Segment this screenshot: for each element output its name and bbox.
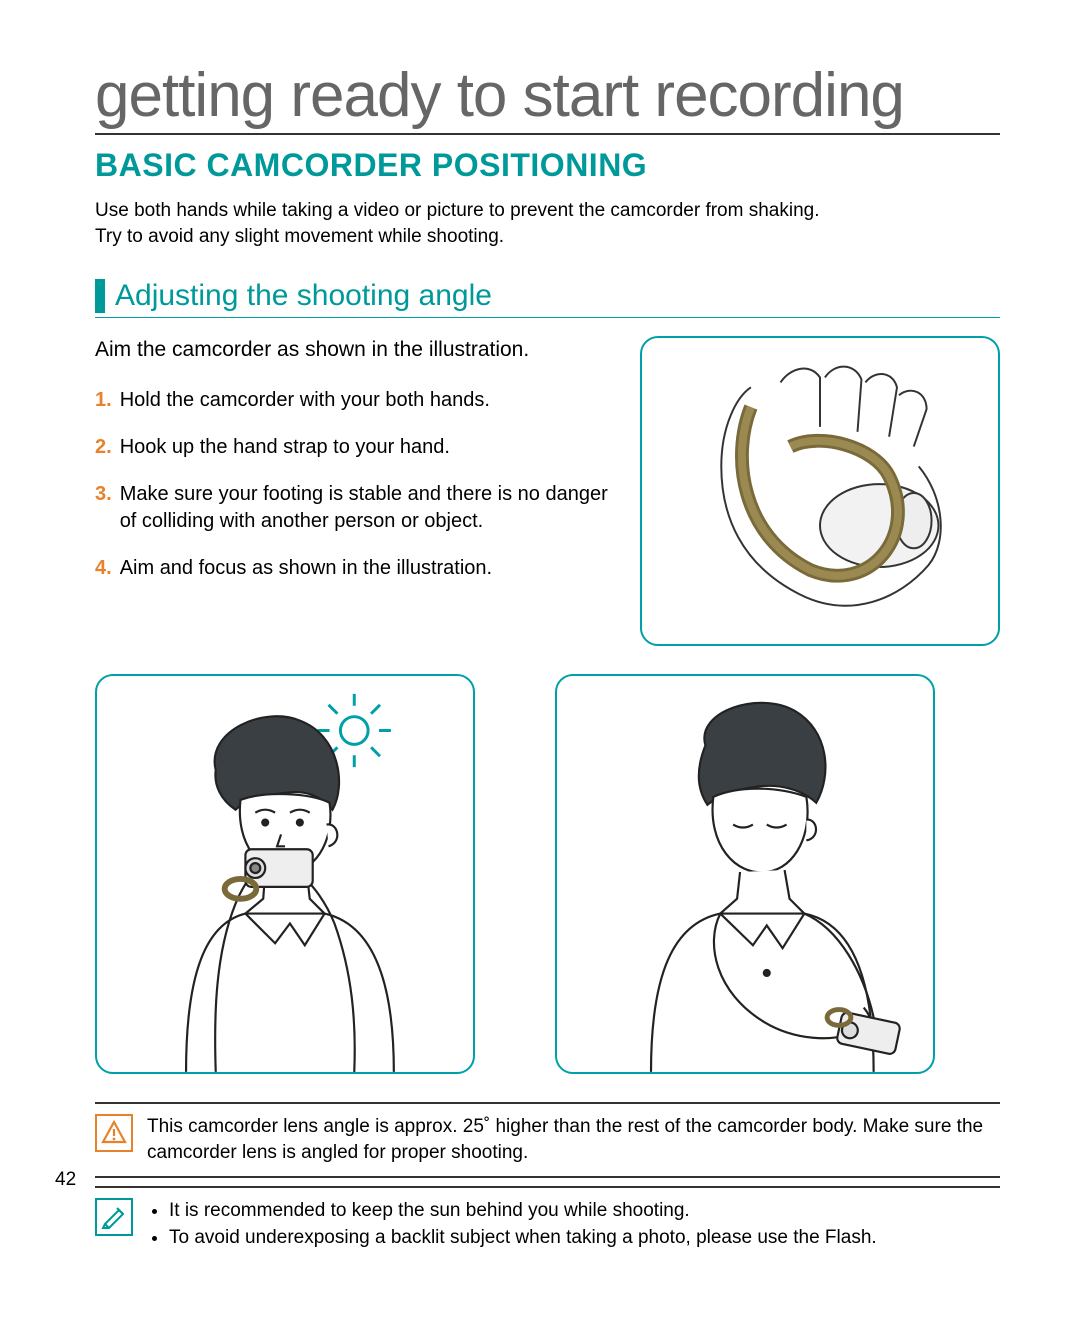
step-number: 1. [95,387,112,414]
step-number: 4. [95,555,112,582]
step-item: 1. Hold the camcorder with your both hand… [95,387,612,414]
aim-text: Aim the camcorder as shown in the illust… [95,336,612,364]
step-text: Hold the camcorder with your both hands. [120,387,490,414]
step-item: 3.Make sure your footing is stable and t… [95,481,612,535]
intro-line-1: Use both hands while taking a video or p… [95,200,820,221]
step-item: 4. Aim and focus as shown in the illustra… [95,555,612,582]
tip-text: It is recommended to keep the sun behind… [147,1198,1000,1253]
warning-text: This camcorder lens angle is approx. 25˚… [147,1114,1000,1165]
intro-text: Use both hands while taking a video or p… [95,198,1000,249]
hand-strap-illustration-svg [642,338,998,644]
tip-icon [95,1198,133,1236]
tip-item: To avoid underexposing a backlit subject… [169,1225,1000,1251]
page-number: 42 [55,1169,76,1191]
illustration-hand-strap [640,336,1000,646]
sub-heading: Adjusting the shooting angle [115,279,492,317]
step-text: Aim and focus as shown in the illustrati… [120,555,492,582]
section-heading: BASIC CAMCORDER POSITIONING [95,147,1000,184]
illustration-low-angle [555,674,935,1074]
warning-icon [95,1114,133,1152]
sub-heading-wrap: Adjusting the shooting angle [95,279,1000,318]
step-text: Hook up the hand strap to your hand. [120,434,450,461]
intro-line-2: Try to avoid any slight movement while s… [95,226,504,247]
step-number: 2. [95,434,112,461]
step-text: Make sure your footing is stable and the… [120,481,612,535]
sub-heading-marker [95,279,105,313]
warning-note: This camcorder lens angle is approx. 25˚… [95,1102,1000,1177]
chapter-title: getting ready to start recording [95,60,1000,135]
step-number: 3. [95,481,112,535]
steps-list: 1. Hold the camcorder with your both hand… [95,387,612,582]
illustration-eye-level [95,674,475,1074]
tip-note: It is recommended to keep the sun behind… [95,1186,1000,1263]
step-item: 2. Hook up the hand strap to your hand. [95,434,612,461]
tip-item: It is recommended to keep the sun behind… [169,1198,1000,1224]
low-angle-illustration-svg [557,676,933,1072]
eye-level-illustration-svg [97,676,473,1072]
